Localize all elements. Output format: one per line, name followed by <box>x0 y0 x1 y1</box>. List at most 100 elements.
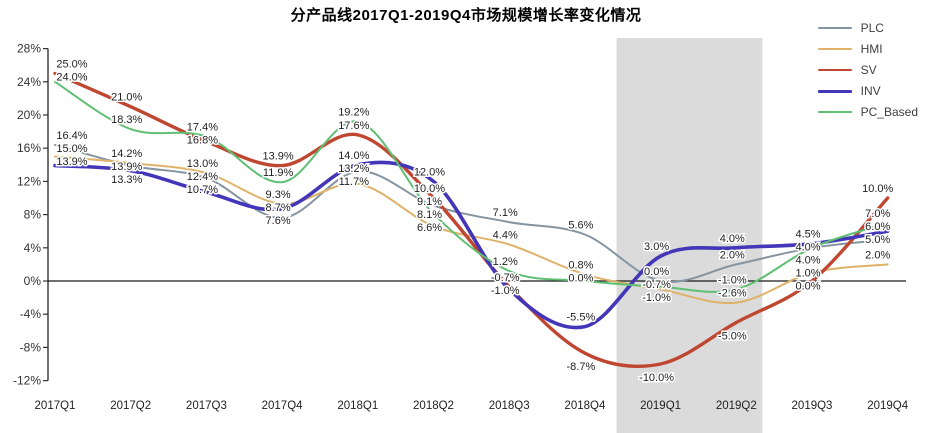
data-label-HMI-2019Q2: -2.6% <box>718 288 747 300</box>
data-label-PLC-2019Q2: 2.0% <box>720 249 745 261</box>
data-label-HMI-2019Q4: 2.0% <box>865 249 890 261</box>
x-axis-label: 2018Q1 <box>337 400 378 412</box>
x-axis-label: 2018Q3 <box>489 400 530 412</box>
series-line-PC_Based <box>54 80 889 293</box>
data-label-PLC-2017Q2: 13.9% <box>111 161 142 173</box>
series-line-PLC <box>54 143 889 283</box>
legend-item-HMI: HMI <box>817 42 918 56</box>
data-label-SV-2017Q2: 21.0% <box>111 92 142 104</box>
legend-item-SV: SV <box>817 63 918 77</box>
data-label-SV-2018Q1: 17.6% <box>338 120 369 132</box>
data-label-INV-2019Q1: 3.0% <box>644 241 669 253</box>
legend-label-PC_Based: PC_Based <box>860 105 918 119</box>
data-label-HMI-2018Q1: 11.7% <box>339 176 370 188</box>
data-label-HMI-2019Q1: -1.0% <box>642 292 671 304</box>
data-label-PC_Based-2018Q3: 1.2% <box>493 256 518 268</box>
data-label-PLC-2018Q1: 13.2% <box>338 163 369 175</box>
legend-label-PLC: PLC <box>860 21 884 35</box>
data-label-HMI-2018Q3: 4.4% <box>493 230 518 242</box>
data-label-PC_Based-2017Q2: 18.3% <box>111 114 142 126</box>
data-label-HMI-2018Q2: 6.6% <box>417 222 442 234</box>
data-label-PC_Based-2019Q3: 4.0% <box>795 255 820 267</box>
x-axis-label: 2017Q1 <box>35 400 76 412</box>
data-label-PLC-2018Q3: 7.1% <box>493 207 518 219</box>
data-label-INV-2017Q4: 8.7% <box>266 202 291 214</box>
data-label-INV-2017Q2: 13.3% <box>111 174 142 186</box>
data-label-PC_Based-2017Q1: 24.0% <box>56 72 87 84</box>
series-line-INV <box>53 160 890 330</box>
data-label-INV-2018Q2: 12.0% <box>414 166 445 178</box>
data-label-PLC-2017Q1: 16.4% <box>56 130 87 142</box>
data-label-SV-2019Q2: -5.0% <box>718 331 747 343</box>
y-tick-label: 28% <box>17 42 41 56</box>
series-line-SV <box>53 71 890 369</box>
legend-label-HMI: HMI <box>860 42 883 56</box>
legend-item-INV: INV <box>817 84 918 98</box>
legend-swatch-PLC <box>817 27 852 29</box>
y-tick-label: -8% <box>20 340 42 354</box>
data-label-INV-2019Q3: 4.5% <box>795 229 820 241</box>
data-label-SV-2017Q3: 16.8% <box>187 135 218 147</box>
legend-item-PLC: PLC <box>817 21 918 35</box>
data-label-PLC-2018Q2: 9.1% <box>417 196 442 208</box>
x-axis-label: 2018Q4 <box>564 400 606 412</box>
data-label-INV-2018Q3: -1.0% <box>491 285 520 297</box>
data-label-INV-2019Q2: 4.0% <box>720 233 745 245</box>
y-tick-label: 8% <box>24 208 42 222</box>
y-tick-label: 20% <box>17 108 41 122</box>
data-label-HMI-2018Q4: 0.8% <box>568 259 593 271</box>
data-label-INV-2019Q4: 6.0% <box>865 221 890 233</box>
data-label-PLC-2019Q3: 4.0% <box>795 242 820 254</box>
data-label-SV-2019Q3: 0.0% <box>795 281 820 293</box>
legend-swatch-HMI <box>817 48 852 50</box>
data-label-PLC-2018Q4: 5.6% <box>568 220 593 232</box>
data-label-HMI-2017Q3: 13.0% <box>187 158 218 170</box>
chart-title: 分产品线2017Q1-2019Q4市场规模增长率变化情况 <box>290 7 642 24</box>
x-axis-label: 2019Q3 <box>792 400 833 412</box>
data-label-HMI-2017Q4: 9.3% <box>266 189 291 201</box>
data-label-INV-2017Q3: 10.7% <box>187 184 218 196</box>
data-label-HMI-2017Q2: 14.2% <box>111 148 142 160</box>
data-label-HMI-2019Q3: 1.0% <box>795 268 820 280</box>
x-axis-label: 2019Q2 <box>716 400 757 412</box>
data-label-INV-2018Q4: -5.5% <box>567 312 596 324</box>
data-label-PC_Based-2019Q2: -1.0% <box>718 274 747 286</box>
data-label-PC_Based-2017Q4: 11.9% <box>263 167 294 179</box>
data-label-PC_Based-2018Q2: 8.1% <box>417 209 442 221</box>
legend-label-SV: SV <box>860 63 877 77</box>
data-label-PC_Based-2018Q4: 0.0% <box>568 272 593 284</box>
x-axis-label: 2019Q4 <box>867 400 909 412</box>
data-label-SV-2019Q1: -10.0% <box>639 372 674 384</box>
data-label-PLC-2017Q3: 12.4% <box>187 171 218 183</box>
data-label-SV-2018Q2: 10.0% <box>414 183 445 195</box>
data-label-SV-2018Q4: -8.7% <box>567 361 596 373</box>
y-tick-label: 16% <box>17 141 41 155</box>
y-tick-label: 12% <box>17 174 41 188</box>
data-label-SV-2019Q4: 10.0% <box>862 183 893 195</box>
data-label-PLC-2017Q4: 7.6% <box>266 215 291 227</box>
data-label-SV-2017Q4: 13.9% <box>262 151 293 163</box>
y-tick-label: 24% <box>17 75 41 89</box>
y-tick-label: -12% <box>13 374 41 388</box>
data-label-PC_Based-2019Q4: 7.0% <box>865 208 890 220</box>
y-tick-label: 4% <box>24 241 42 255</box>
data-label-PLC-2019Q1: 0.0% <box>644 266 669 278</box>
data-label-HMI-2017Q1: 15.0% <box>56 143 87 155</box>
y-tick-label: -4% <box>20 307 42 321</box>
legend-item-PC_Based: PC_Based <box>817 105 918 119</box>
legend-swatch-SV <box>817 68 852 72</box>
y-tick-label: 0% <box>24 274 42 288</box>
data-label-SV-2017Q1: 25.0% <box>56 59 87 71</box>
data-label-PC_Based-2018Q1: 19.2% <box>338 107 369 119</box>
legend-label-INV: INV <box>860 84 881 98</box>
x-axis-label: 2017Q3 <box>186 400 227 412</box>
legend: PLC HMI SV INV PC_Based <box>817 21 918 119</box>
data-label-SV-2018Q3: -0.7% <box>491 272 520 284</box>
data-label-PC_Based-2017Q3: 17.4% <box>187 122 218 134</box>
x-axis-label: 2017Q4 <box>262 400 304 412</box>
data-label-PLC-2019Q4: 5.0% <box>865 234 890 246</box>
legend-swatch-PC_Based <box>817 111 852 113</box>
data-label-INV-2018Q1: 14.0% <box>338 150 369 162</box>
